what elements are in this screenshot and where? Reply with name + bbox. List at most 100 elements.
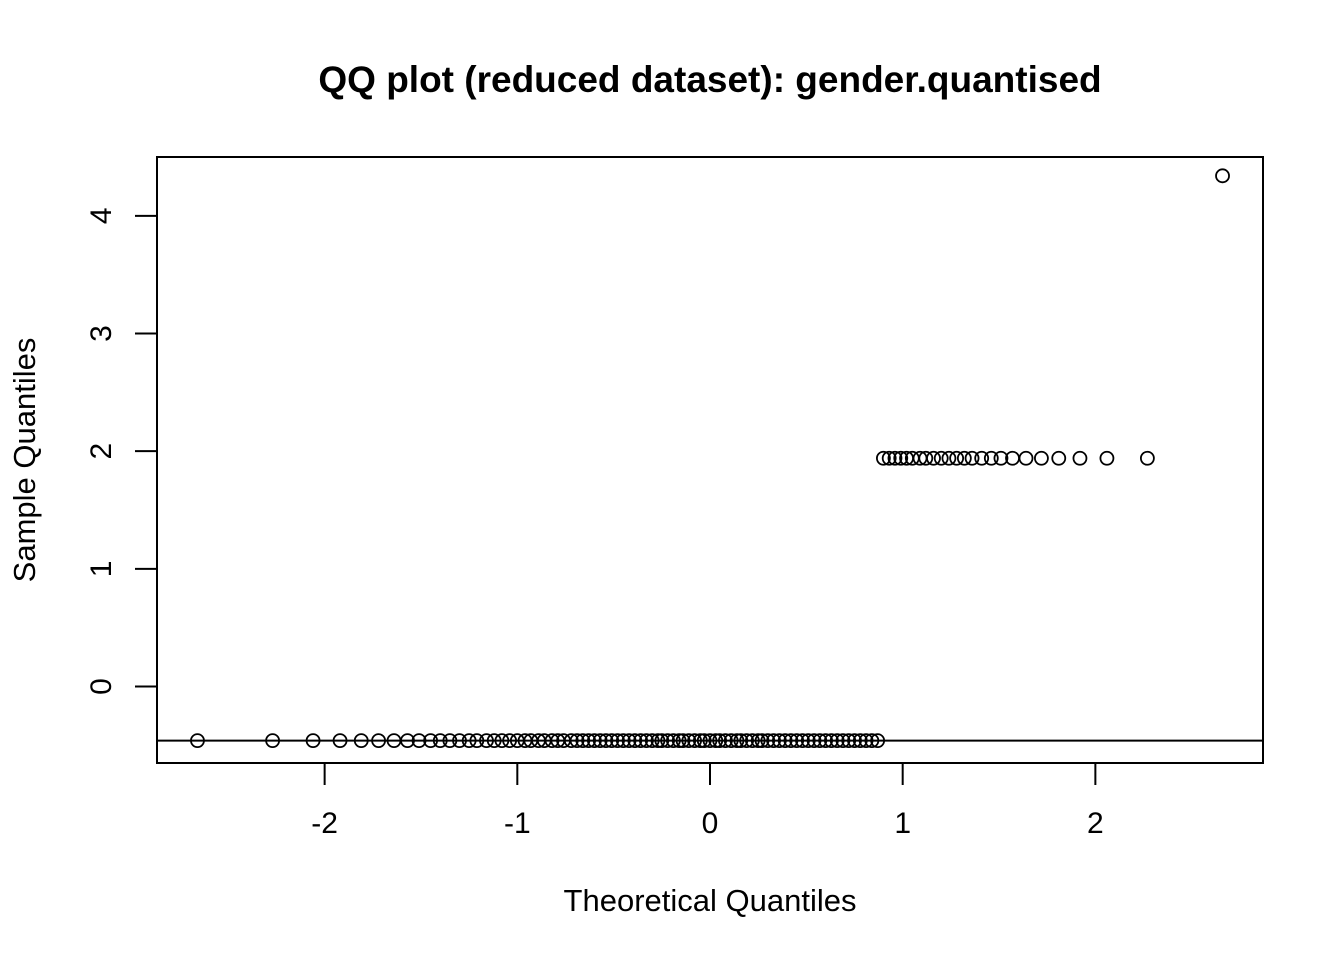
- data-point: [783, 733, 799, 749]
- data-point: [795, 733, 810, 749]
- data-point: [687, 733, 702, 749]
- chart-title: QQ plot (reduced dataset): gender.quanti…: [318, 59, 1101, 100]
- data-point: [615, 733, 631, 749]
- x-axis-label: Theoretical Quantiles: [564, 883, 857, 918]
- data-point: [563, 733, 579, 749]
- data-point: [569, 733, 585, 749]
- data-point: [665, 733, 681, 749]
- data-point: [633, 733, 649, 749]
- data-point: [432, 733, 448, 749]
- data-point: [789, 733, 805, 749]
- x-tick-label: -2: [311, 807, 338, 840]
- y-tick-label: 2: [85, 443, 118, 460]
- data-point: [1018, 450, 1034, 466]
- data-point: [604, 733, 620, 749]
- data-points: [190, 168, 1230, 749]
- data-point: [644, 733, 660, 749]
- data-point: [681, 733, 697, 749]
- data-point: [400, 733, 415, 749]
- data-point: [654, 733, 670, 749]
- data-point: [332, 733, 348, 749]
- data-point: [411, 733, 427, 749]
- data-point: [729, 733, 745, 749]
- y-tick-label: 0: [85, 678, 118, 695]
- data-point: [598, 733, 614, 749]
- data-point: [818, 733, 834, 749]
- x-axis: -2 -1 0 1 2: [311, 762, 1104, 840]
- data-point: [993, 450, 1009, 466]
- data-point: [870, 733, 886, 749]
- data-point: [639, 733, 654, 749]
- data-point: [1051, 450, 1067, 466]
- data-point: [876, 450, 891, 466]
- data-point: [479, 733, 494, 749]
- plot-frame: [156, 156, 1264, 764]
- data-point: [592, 733, 608, 749]
- data-point: [918, 450, 934, 466]
- data-point: [949, 450, 965, 466]
- data-point: [610, 733, 625, 749]
- data-point: [881, 450, 897, 466]
- y-axis: 0 1 2 3 4: [85, 207, 158, 695]
- data-point: [806, 733, 822, 749]
- data-point: [823, 733, 839, 749]
- data-point: [696, 733, 712, 749]
- data-point: [586, 733, 602, 749]
- data-point: [452, 733, 467, 749]
- data-point: [974, 450, 990, 466]
- data-point: [660, 733, 676, 749]
- data-point: [544, 733, 560, 749]
- data-point: [1099, 450, 1115, 466]
- data-point: [621, 733, 637, 749]
- data-point: [692, 733, 708, 749]
- data-point: [461, 733, 477, 749]
- data-point: [371, 733, 386, 749]
- data-point: [847, 733, 862, 749]
- data-point: [423, 733, 439, 749]
- data-point: [812, 733, 828, 749]
- data-point: [675, 733, 691, 749]
- y-tick-label: 3: [85, 325, 118, 342]
- data-point: [887, 450, 903, 466]
- data-point: [494, 733, 510, 749]
- data-point: [712, 733, 728, 749]
- x-tick-label: 2: [1087, 807, 1104, 840]
- data-point: [442, 733, 458, 749]
- data-point: [723, 733, 739, 749]
- data-point: [739, 733, 755, 749]
- data-point: [841, 733, 857, 749]
- data-point: [777, 733, 793, 749]
- x-tick-label: 0: [702, 807, 719, 840]
- data-point: [502, 733, 518, 749]
- data-point: [581, 733, 597, 749]
- data-point: [353, 733, 369, 749]
- data-point: [852, 733, 868, 749]
- data-point: [671, 733, 687, 749]
- data-point: [486, 733, 502, 749]
- data-point: [754, 733, 770, 749]
- data-point: [893, 450, 909, 466]
- data-point: [941, 450, 957, 466]
- data-point: [956, 450, 972, 466]
- y-tick-label: 4: [85, 207, 118, 224]
- data-point: [1139, 450, 1155, 466]
- data-point: [708, 733, 724, 749]
- data-point: [926, 450, 941, 466]
- data-point: [190, 733, 205, 749]
- data-point: [575, 733, 591, 749]
- data-point: [627, 733, 643, 749]
- x-tick-label: -1: [504, 807, 531, 840]
- data-point: [771, 733, 787, 749]
- data-point: [964, 450, 980, 466]
- y-tick-label: 1: [85, 561, 118, 578]
- data-point: [835, 733, 851, 749]
- data-point: [864, 733, 880, 749]
- data-point: [650, 733, 666, 749]
- y-axis-label: Sample Quantiles: [7, 338, 42, 583]
- data-point: [733, 733, 749, 749]
- data-point: [858, 733, 874, 749]
- data-point: [265, 733, 281, 749]
- data-point: [800, 733, 816, 749]
- data-point: [744, 733, 760, 749]
